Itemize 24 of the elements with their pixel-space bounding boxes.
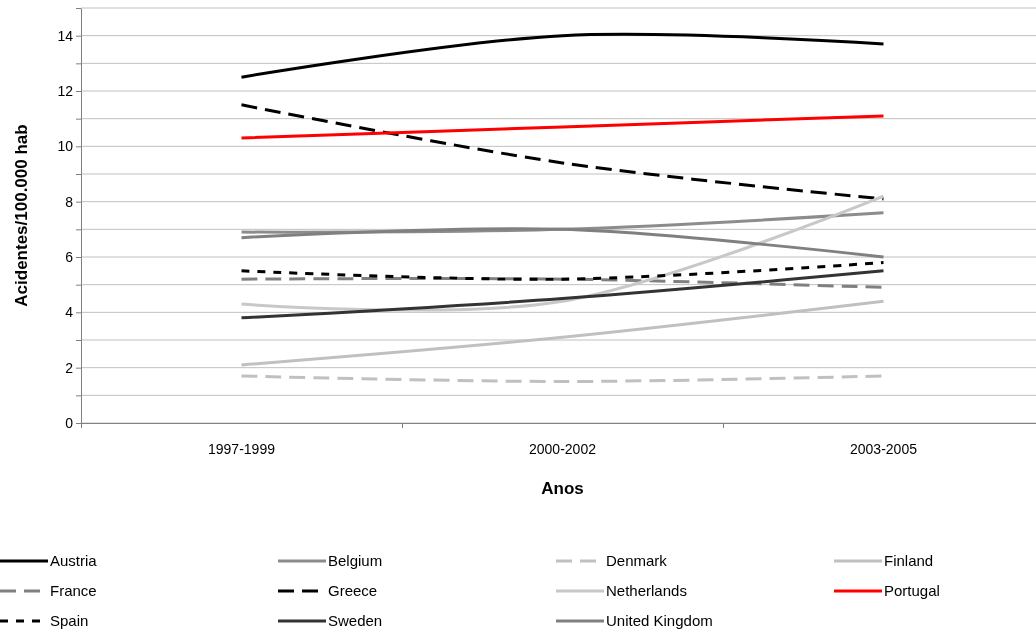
y-axis-title: Acidentes/100.000 hab [12,124,31,307]
y-tick-label: 6 [65,248,74,265]
legend-label: Spain [50,612,89,629]
x-tick-label: 2000-2002 [529,441,597,457]
legend-label: Finland [884,552,934,569]
y-tick-label: 8 [65,193,74,210]
y-tick-label: 2 [65,359,74,376]
x-tick-label: 2003-2005 [850,441,918,457]
x-axis-title: Anos [541,479,584,498]
y-tick-label: 14 [57,27,74,44]
legend-label: France [50,582,97,599]
y-tick-label: 10 [57,138,74,155]
legend-label: Belgium [328,552,383,569]
y-tick-label: 4 [65,304,74,321]
legend-label: Portugal [884,582,940,599]
y-tick-label: 0 [65,414,74,431]
legend-label: Sweden [328,612,383,629]
legend-label: Austria [50,552,98,569]
legend-label: Greece [328,582,378,599]
x-tick-label: 1997-1999 [208,441,276,457]
legend-label: Netherlands [606,582,687,599]
legend-label: Denmark [606,552,668,569]
y-tick-label: 12 [57,82,74,99]
legend-label: United Kingdom [606,612,713,629]
